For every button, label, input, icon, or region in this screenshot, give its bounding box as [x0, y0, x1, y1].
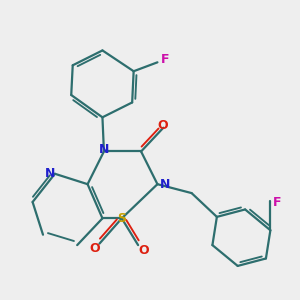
Text: O: O — [138, 244, 149, 257]
Text: S: S — [117, 212, 126, 225]
Text: O: O — [90, 242, 100, 256]
Text: N: N — [160, 178, 170, 191]
Text: F: F — [160, 53, 169, 66]
Text: O: O — [157, 119, 168, 132]
Text: N: N — [44, 167, 55, 180]
Text: N: N — [99, 142, 109, 156]
Text: F: F — [273, 196, 281, 209]
